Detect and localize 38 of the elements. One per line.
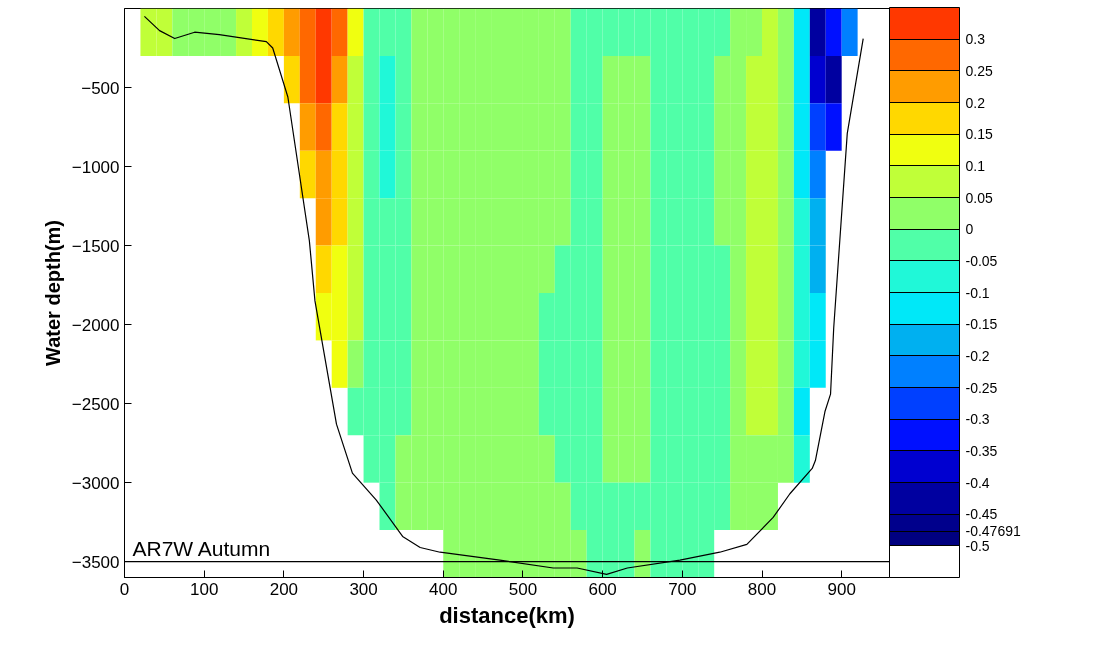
- color-bar-label: -0.47691: [965, 523, 1021, 540]
- x-tick-label: 600: [588, 579, 617, 599]
- color-bar-label: -0.5: [965, 537, 990, 554]
- y-tick-label: −2500: [71, 394, 120, 414]
- y-tick-label: −3000: [71, 473, 120, 493]
- y-tick-label: −3500: [71, 552, 120, 572]
- color-bar-label: -0.1: [965, 284, 990, 301]
- color-bar-label: 0: [965, 221, 974, 238]
- color-bar-label: -0.05: [965, 252, 998, 269]
- color-bar-label: 0.2: [965, 94, 986, 111]
- color-bar-label: 0.15: [965, 126, 993, 143]
- x-tick-label: 800: [747, 579, 777, 599]
- x-tick-label: 100: [190, 579, 219, 599]
- y-axis-title: Water depth(m): [41, 220, 64, 366]
- color-bar-label: -0.15: [965, 316, 998, 333]
- x-tick-label: 300: [349, 579, 378, 599]
- x-tick-label: 400: [429, 579, 458, 599]
- y-tick-label: −2000: [71, 315, 120, 335]
- color-bar-label: 0.1: [965, 157, 986, 174]
- x-tick-label: 200: [269, 579, 299, 599]
- color-bar-label: 0.3: [965, 31, 986, 48]
- color-bar-label: -0.4: [965, 474, 990, 491]
- y-tick-label: −500: [81, 78, 120, 98]
- color-bar-label: -0.35: [965, 442, 998, 459]
- color-bar-label: -0.3: [965, 411, 990, 428]
- color-bar-label: -0.45: [965, 506, 998, 523]
- x-axis-title: distance(km): [439, 602, 575, 628]
- y-tick-label: −1500: [71, 236, 120, 256]
- x-tick-label: 700: [668, 579, 697, 599]
- ref-line-label: AR7W Autumn: [132, 536, 271, 560]
- color-bar-label: -0.25: [965, 379, 998, 396]
- color-bar-label: -0.2: [965, 347, 990, 364]
- y-tick-label: −1000: [71, 157, 120, 177]
- color-bar-label: 0.25: [965, 62, 993, 79]
- color-bar-label: 0.05: [965, 189, 993, 206]
- x-tick-label: 500: [508, 579, 538, 599]
- x-tick-label: 900: [827, 579, 856, 599]
- x-tick-label: 0: [119, 579, 130, 599]
